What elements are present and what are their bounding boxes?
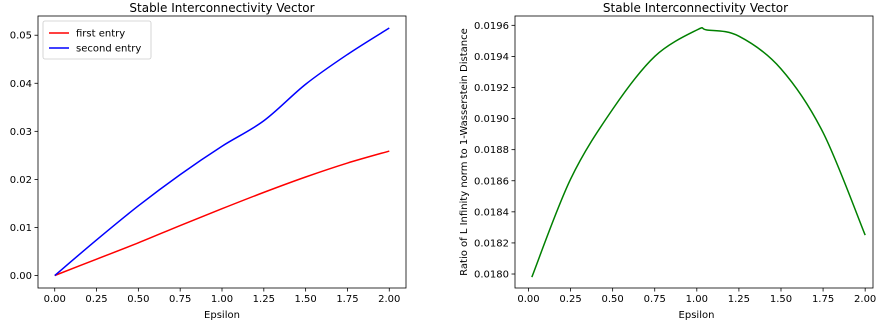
plot-frame (514, 15, 874, 289)
x-tick-label: 1.50 (295, 294, 317, 305)
y-tick-label: 0.03 (10, 127, 32, 138)
x-axis-label: Epsilon (204, 310, 240, 321)
legend-label: first entry (76, 29, 125, 40)
y-tick-label: 0.0186 (474, 176, 509, 187)
legend-box (42, 20, 152, 60)
x-tick-label: 0.75 (644, 294, 666, 305)
x-tick-label: 1.75 (336, 294, 358, 305)
x-tick-label: 0.75 (169, 294, 191, 305)
y-tick-label: 0.04 (10, 79, 32, 90)
y-tick-label: 0.02 (10, 175, 32, 186)
x-tick-label: 1.00 (211, 294, 233, 305)
x-tick-label: 1.00 (686, 294, 708, 305)
x-tick-label: 1.25 (253, 294, 275, 305)
x-tick-label: 1.25 (728, 294, 750, 305)
x-tick-label: 0.50 (127, 294, 149, 305)
y-tick-label: 0.00 (10, 271, 32, 282)
x-tick-label: 1.75 (812, 294, 834, 305)
left-chart: Stable Interconnectivity Vector 0.00 0.25 0… (10, 1, 407, 321)
x-tick-label: 0.00 (44, 294, 66, 305)
y-tick-label: 0.05 (10, 31, 32, 42)
legend-label: second entry (76, 44, 141, 55)
y-tick-label: 0.0188 (474, 145, 509, 156)
y-tick-label: 0.01 (10, 223, 32, 234)
series-line-second-entry (54, 27, 390, 277)
y-tick-label: 0.0180 (474, 270, 509, 281)
x-tick-label: 0.25 (559, 294, 581, 305)
x-tick-label: 1.50 (770, 294, 792, 305)
y-tick-label: 0.0190 (474, 114, 509, 125)
y-tick-label: 0.0192 (474, 83, 509, 94)
x-tick-label: 0.00 (517, 294, 539, 305)
x-tick-label: 2.00 (378, 294, 400, 305)
x-tick-label: 0.25 (85, 294, 107, 305)
chart-title: Stable Interconnectivity Vector (129, 1, 314, 15)
x-axis-label: Epsilon (679, 310, 715, 321)
legend: first entry second entry (42, 20, 152, 60)
y-tick-label: 0.0196 (474, 21, 509, 32)
y-tick-label: 0.0182 (474, 238, 509, 249)
series-line-first-entry (54, 150, 390, 277)
x-tick-label: 2.00 (854, 294, 876, 305)
y-axis-label: Ratio of L Infinity norm to 1-Wasserstei… (459, 28, 470, 276)
series-line-0 (531, 27, 866, 278)
chart-title: Stable Interconnectivity Vector (603, 1, 788, 15)
y-tick-label: 0.0194 (474, 52, 509, 63)
right-chart: Stable Interconnectivity Vector 0.00 0.25 0… (459, 1, 876, 321)
x-tick-label: 0.50 (602, 294, 624, 305)
y-tick-label: 0.0184 (474, 207, 509, 218)
